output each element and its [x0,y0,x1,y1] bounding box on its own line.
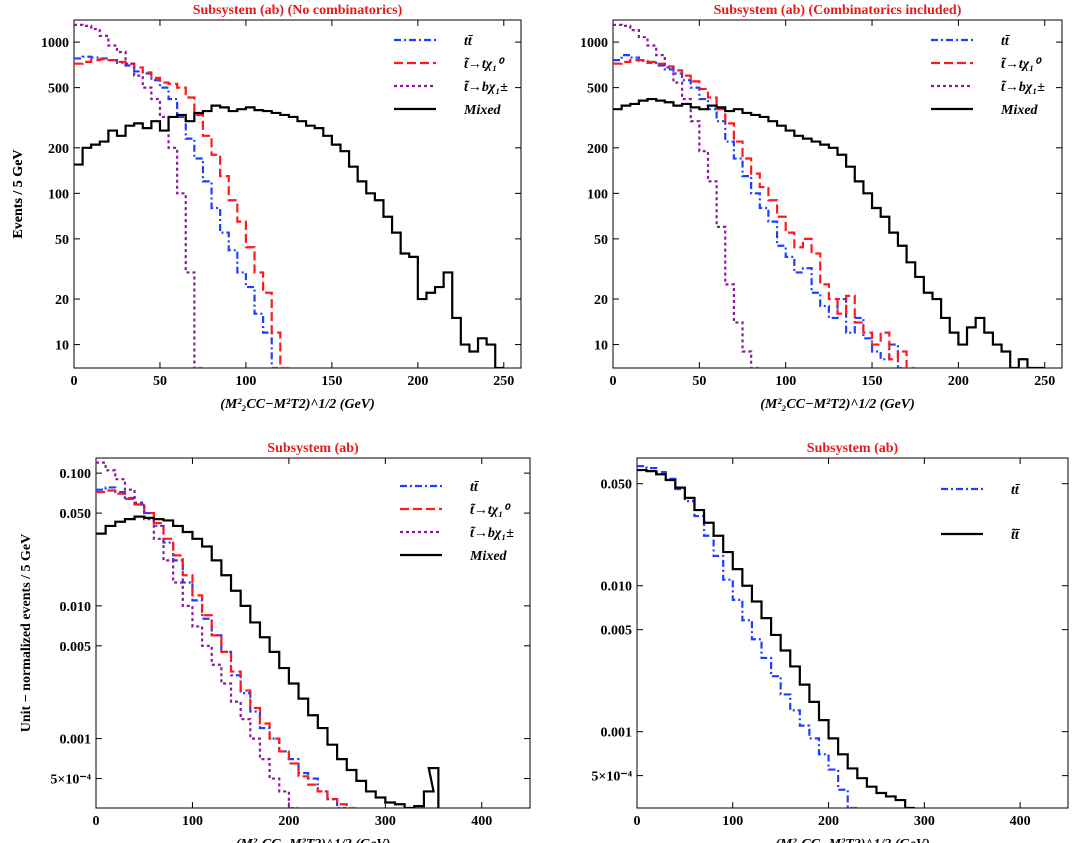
series-line [74,104,504,368]
y-tick-label: 0.001 [60,733,92,748]
panel-unit-normalized-ttbar: Subsystem (ab) 0 100 200 300 400 5×10⁻⁴ 0.001 0.… [591,441,1069,843]
plot-frame [73,19,522,369]
x-tick-label: 100 [775,374,796,389]
series-line [613,97,1045,368]
chart-title: Subsystem (ab) (No combinatorics) [193,3,403,18]
legend-label: t̃t̄ [1011,527,1021,543]
y-tick-label: 0.050 [60,507,92,522]
x-tick-label: 400 [471,814,492,829]
x-tick-label: 150 [321,374,342,389]
y-tick-label: 200 [587,142,608,157]
x-tick-label: 250 [1034,374,1055,389]
x-tick-label: 250 [493,374,514,389]
series-line [96,486,347,808]
legend-label: t̃→bχ₁± [470,525,514,541]
y-tick-label: 0.010 [60,600,92,615]
x-tick-label: 100 [722,814,743,829]
x-tick-label: 0 [610,374,617,389]
x-tick-label: 0 [93,814,100,829]
panel-combinatorics-included: Subsystem (ab) (Combinatorics included) 0… [11,3,1063,412]
legend-label: Mixed [469,549,508,564]
y-tick-label: 0.100 [60,467,92,482]
y-tick-label: 5×10⁻⁴ [591,770,632,785]
y-tick-label: 100 [48,187,69,202]
panel-unit-normalized: Subsystem (ab) 0 100 200 300 400 5×10⁻⁴ 0.001 0.… [19,441,531,843]
y-tick-label: 20 [594,293,608,308]
chart-title: Subsystem (ab) [267,441,359,456]
series-line [96,461,299,808]
series-line [74,58,289,368]
y-tick-label: 1000 [580,36,608,51]
x-tick-label: 200 [407,374,428,389]
x-axis-label: (M²₂CC−M²T2)^1/2 (GeV) [760,397,915,412]
x-tick-label: 200 [948,374,969,389]
y-tick-label: 10 [55,339,69,354]
legend-label: t̃→tχ₁⁰ [470,502,511,518]
plot-frame [95,457,531,809]
x-tick-label: 100 [235,374,256,389]
x-axis-label: (M²₂CC−M²T2)^1/2 (GeV) [220,397,375,412]
y-tick-label: 50 [55,233,69,248]
y-tick-label: 50 [594,233,608,248]
y-tick-label: 200 [48,142,69,157]
x-tick-label: 50 [692,374,706,389]
x-axis-label: (M²₂CC−M²T2)^1/2 (GeV) [775,837,930,843]
y-tick-label: 5×10⁻⁴ [50,773,91,788]
series-line [613,54,907,368]
x-tick-label: 200 [818,814,839,829]
legend-label: t̃→tχ₁⁰ [1001,56,1042,72]
x-tick-label: 0 [71,374,78,389]
series-line [74,23,203,368]
x-tick-label: 150 [862,374,883,389]
legend-label: tt̄ [464,34,474,49]
legend-label: tt̄ [470,480,480,495]
legend-label: Mixed [463,103,502,118]
y-tick-label: 500 [587,82,608,97]
x-tick-label: 300 [914,814,935,829]
series-line [96,515,440,808]
legend-label: t̃→bχ₁± [1001,79,1045,95]
legend-label: t̃→tχ₁⁰ [464,56,505,72]
y-tick-label: 0.001 [601,726,633,741]
x-tick-label: 50 [153,374,167,389]
x-tick-label: 100 [182,814,203,829]
y-tick-label: 1000 [41,36,69,51]
legend-label: Mixed [1000,103,1039,118]
series-line [74,55,281,368]
x-tick-label: 400 [1010,814,1031,829]
chart-title: Subsystem (ab) [807,441,899,456]
x-axis-label: (M²₂CC−M²T2)^1/2 (GeV) [236,837,391,843]
y-axis-label: Unit − normalized events / 5 GeV [19,534,34,733]
y-axis-label: Events / 5 GeV [11,149,26,238]
legend-label: t̃→bχ₁± [464,79,508,95]
y-tick-label: 10 [594,339,608,354]
x-tick-label: 200 [278,814,299,829]
y-tick-label: 0.050 [601,478,633,493]
x-tick-label: 300 [375,814,396,829]
chart-title: Subsystem (ab) (Combinatorics included) [714,3,962,18]
y-tick-label: 0.010 [601,580,633,595]
series-line [637,465,858,808]
series-line [613,59,916,368]
y-axis-label: Events / 5 GeV [11,149,26,238]
y-tick-label: 20 [55,293,69,308]
y-tick-label: 100 [587,187,608,202]
y-tick-label: 0.005 [601,624,633,639]
legend-label: tt̄ [1001,34,1011,49]
series-line [637,468,915,808]
x-tick-label: 0 [634,814,641,829]
y-tick-label: 0.005 [60,640,92,655]
y-tick-label: 500 [48,82,69,97]
panel-no-combinatorics: Subsystem (ab) (No combinatorics) 0 50 100 1… [11,3,522,412]
legend-label: tt̄ [1011,483,1021,498]
series-line [96,489,357,808]
plot-frame [612,19,1063,369]
